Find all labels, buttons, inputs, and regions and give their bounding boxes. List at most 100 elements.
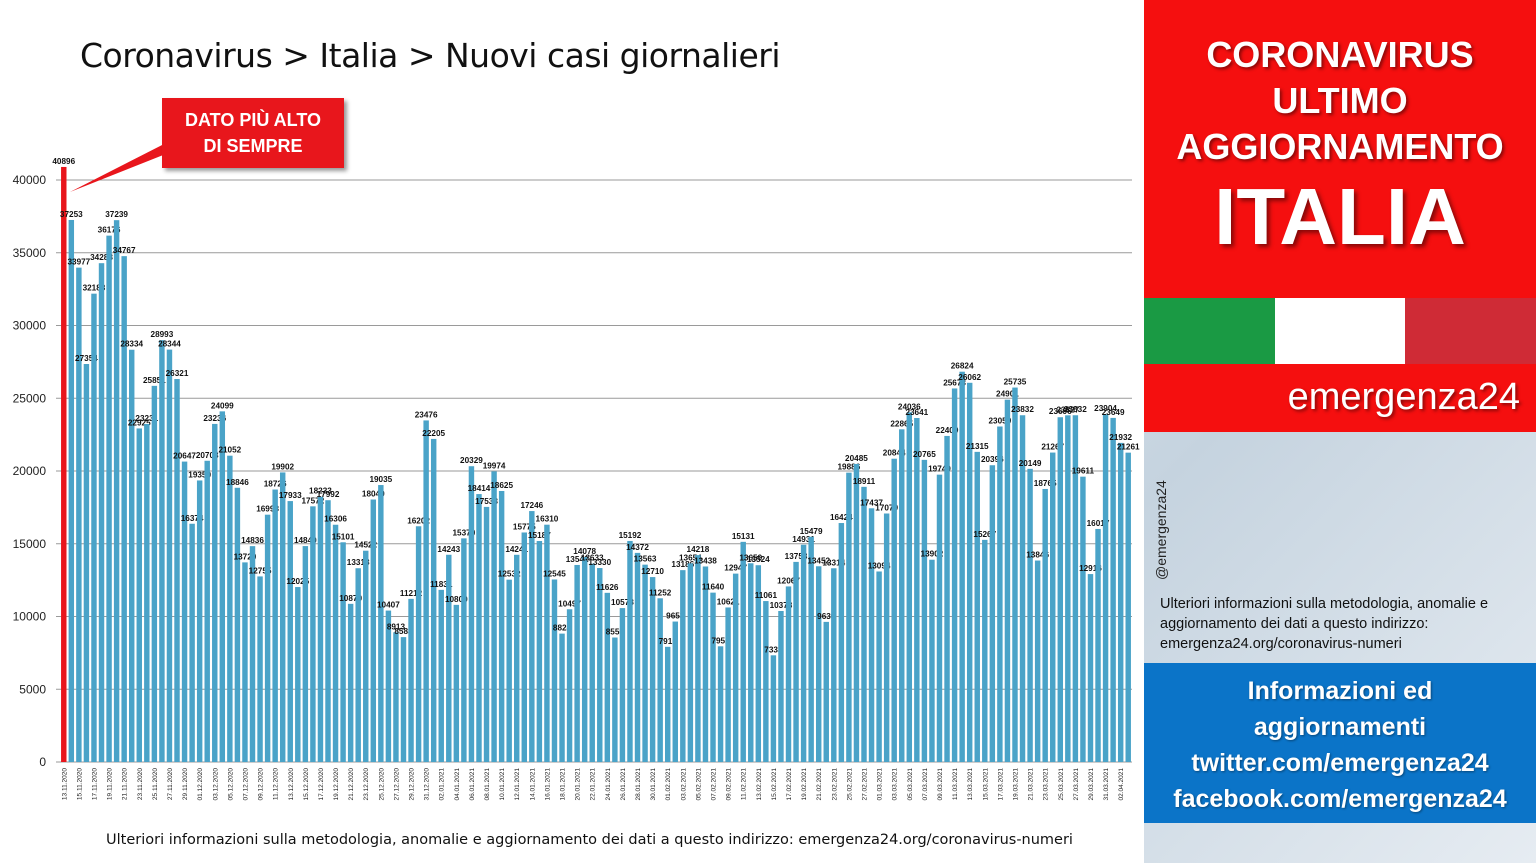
data-label: 13654	[679, 553, 702, 562]
data-label: 26824	[951, 362, 974, 371]
bar	[853, 463, 860, 762]
data-label: 12947	[724, 564, 747, 573]
data-label: 15370	[452, 528, 475, 537]
data-label: 27354	[75, 354, 98, 363]
x-tick-label: 31.03.2021	[1103, 768, 1110, 801]
bar	[68, 219, 75, 762]
bar	[227, 455, 233, 762]
bar	[861, 486, 867, 762]
y-tick-label: 20000	[13, 464, 47, 478]
bar	[174, 379, 180, 762]
data-label: 17079	[875, 504, 898, 513]
data-label: 11212	[400, 589, 423, 598]
x-tick-label: 21.03.2021	[1028, 768, 1035, 801]
data-label: 33977	[67, 258, 90, 267]
data-label: 14931	[792, 535, 815, 544]
bar	[129, 349, 135, 762]
bar	[378, 485, 384, 762]
chart-panel: Coronavirus > Italia > Nuovi casi giorna…	[12, 36, 1141, 848]
data-label: 13330	[588, 558, 611, 567]
bar	[355, 568, 361, 762]
data-label: 13563	[634, 555, 657, 564]
data-label: 16017	[1087, 519, 1110, 528]
bar	[1034, 560, 1041, 762]
data-label: 32188	[83, 284, 106, 293]
bar	[242, 562, 248, 762]
bar	[1042, 488, 1048, 762]
bar	[212, 423, 218, 762]
x-tick-label: 19.02.2021	[801, 768, 808, 801]
x-tick-label: 02.01.2021	[439, 768, 446, 801]
x-tick-label: 13.11.2020	[61, 768, 68, 800]
x-tick-label: 25.12.2020	[378, 768, 385, 801]
data-label: 15187	[528, 531, 551, 540]
x-tick-label: 09.03.2021	[937, 768, 944, 801]
data-label: 23231	[135, 414, 158, 423]
bar	[672, 621, 678, 762]
bar	[597, 568, 603, 762]
banner-line-1: CORONAVIRUS	[1206, 34, 1474, 75]
data-label: 13902	[921, 550, 944, 559]
x-tick-label: 15.12.2020	[303, 768, 310, 801]
bar	[966, 382, 973, 762]
x-tick-label: 25.03.2021	[1058, 768, 1065, 801]
bar	[838, 523, 845, 762]
bar	[1012, 387, 1018, 762]
x-tick-label: 03.12.2020	[212, 768, 219, 801]
bar	[529, 511, 535, 762]
data-label: 18414	[468, 484, 491, 493]
bar	[461, 538, 467, 762]
bar	[1057, 417, 1063, 762]
data-label: 13524	[747, 555, 770, 564]
data-label: 25735	[1004, 378, 1027, 387]
data-label: 8583	[394, 627, 413, 636]
facebook-link[interactable]: facebook.com/emergenza24	[1173, 785, 1507, 813]
data-label: 14078	[573, 547, 596, 556]
data-label: 13314	[822, 558, 845, 567]
data-label: 14218	[687, 545, 710, 554]
x-tick-label: 17.02.2021	[786, 768, 793, 801]
data-label: 18625	[490, 481, 513, 490]
data-label: 16202	[407, 516, 430, 525]
data-label: 26062	[958, 373, 981, 382]
data-label: 37239	[105, 210, 128, 219]
bar	[415, 526, 422, 762]
bar	[159, 340, 165, 762]
bar	[113, 220, 120, 762]
x-tick-label: 13.02.2021	[756, 768, 763, 801]
x-tick-label: 31.12.2020	[424, 768, 431, 801]
data-label: 12532	[498, 570, 521, 579]
data-label: 19350	[188, 470, 211, 479]
x-tick-label: 17.03.2021	[997, 768, 1004, 801]
data-label: 21315	[966, 442, 989, 451]
bar	[785, 586, 792, 762]
data-label: 19974	[483, 461, 506, 470]
x-tick-label: 30.01.2021	[650, 768, 657, 801]
x-tick-label: 15.02.2021	[771, 768, 778, 801]
bar	[408, 598, 414, 762]
twitter-link[interactable]: twitter.com/emergenza24	[1191, 749, 1489, 777]
bar	[559, 633, 565, 762]
data-label: 19035	[369, 475, 392, 484]
data-label: 21261	[1117, 443, 1140, 452]
flag-green-stripe	[1144, 298, 1275, 364]
bar	[1102, 414, 1109, 762]
x-tick-label: 14.01.2021	[529, 768, 536, 801]
data-label: 20765	[913, 450, 936, 459]
data-label: 37253	[60, 210, 83, 219]
bar	[989, 465, 996, 762]
bar	[551, 579, 558, 762]
bar	[1095, 528, 1101, 762]
bar	[936, 474, 943, 762]
bar	[974, 451, 980, 762]
bar	[287, 501, 293, 762]
bar	[778, 611, 784, 762]
bar	[196, 480, 203, 762]
bar	[1065, 415, 1071, 762]
data-label: 7333	[764, 645, 783, 654]
data-label: 34283	[90, 253, 113, 262]
bar	[310, 506, 316, 762]
bar	[665, 646, 671, 762]
x-tick-label: 01.02.2021	[665, 768, 672, 801]
data-label: 16310	[536, 515, 559, 524]
